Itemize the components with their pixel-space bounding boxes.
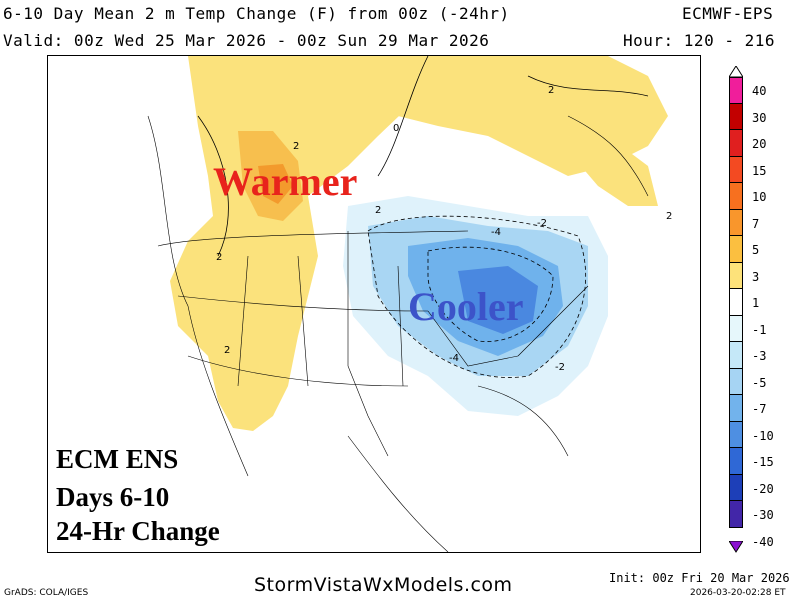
colorbar-label: -10 <box>752 428 774 443</box>
colorbar-label: 15 <box>752 163 767 178</box>
map-svg <box>147 56 668 552</box>
colorbar-swatch <box>729 156 743 183</box>
contour-label: -4 <box>491 227 501 238</box>
valid-period: Valid: 00z Wed 25 Mar 2026 - 00z Sun 29 … <box>3 31 490 50</box>
colorbar-swatch <box>729 342 743 369</box>
contour-label: 2 <box>216 252 223 263</box>
colorbar-label: -3 <box>752 349 767 363</box>
temperature-change-map: 2 2 2 2 2 -2 -4 -4 -2 0 2 Warmer Cooler … <box>47 55 701 553</box>
colorbar-label: -20 <box>752 481 774 496</box>
contour-label: -2 <box>537 218 547 229</box>
cooler-label: Cooler <box>408 284 524 329</box>
contour-label: 2 <box>375 205 382 216</box>
ensemble-label-line3: 24-Hr Change <box>56 516 220 546</box>
cool-region-deep <box>458 266 538 334</box>
colorbar-label: 30 <box>752 110 767 125</box>
colorbar-swatch <box>729 368 743 395</box>
colorbar-swatch <box>729 262 743 289</box>
colorbar-swatch <box>729 421 743 448</box>
colorbar-label: -5 <box>752 375 767 390</box>
colorbar-swatch <box>729 289 743 316</box>
colorbar <box>729 77 743 528</box>
colorbar-label: -15 <box>752 455 774 469</box>
negative-contours <box>367 215 586 378</box>
colorbar-swatch <box>729 395 743 422</box>
colorbar-swatch <box>729 501 743 528</box>
colorbar-swatch <box>729 103 743 130</box>
ensemble-label-line1: ECM ENS <box>56 444 179 474</box>
colorbar-swatch <box>729 130 743 157</box>
colorbar-swatch <box>729 448 743 475</box>
warmer-label: Warmer <box>213 159 358 204</box>
forecast-hours: Hour: 120 - 216 <box>623 31 775 50</box>
contour-label: -2 <box>555 362 565 373</box>
contour-label: 2 <box>293 141 300 152</box>
warm-region-north <box>308 56 668 176</box>
colorbar-swatch <box>729 183 743 210</box>
contour-label: 2 <box>224 345 231 356</box>
chart-title: 6-10 Day Mean 2 m Temp Change (F) from 0… <box>3 4 510 23</box>
contour-label: 2 <box>666 211 673 222</box>
colorbar-label: 1 <box>752 296 760 310</box>
warm-region-northeast <box>568 136 658 206</box>
colorbar-label: 10 <box>752 190 767 204</box>
colorbar-label: 5 <box>752 243 760 257</box>
colorbar-label: -1 <box>752 322 767 337</box>
colorbar-swatch <box>729 236 743 263</box>
positive-contours <box>197 56 649 257</box>
colorbar-label: -7 <box>752 402 767 416</box>
colorbar-swatch <box>729 77 743 104</box>
colorbar-label: 20 <box>752 137 767 151</box>
grads-credit: GrADS: COLA/IGES <box>4 588 89 598</box>
generation-stamp: 2026-03-20-02:28 ET <box>690 588 786 598</box>
colorbar-bottom-arrow <box>729 541 743 553</box>
contour-label: 0 <box>393 123 400 134</box>
init-time: Init: 00z Fri 20 Mar 2026 <box>609 571 790 585</box>
ensemble-label-line2: Days 6-10 <box>56 482 170 512</box>
colorbar-swatch <box>729 474 743 501</box>
colorbar-label: 3 <box>752 269 760 284</box>
map-boundaries <box>147 115 649 552</box>
contour-label: -4 <box>449 353 459 364</box>
colorbar-label: 40 <box>752 84 767 98</box>
site-name: StormVistaWxModels.com <box>254 574 513 596</box>
contour-label: 2 <box>548 85 555 96</box>
colorbar-label: -30 <box>752 508 774 522</box>
model-name: ECMWF-EPS <box>682 4 774 23</box>
colorbar-swatch <box>729 315 743 342</box>
colorbar-label: 7 <box>752 216 760 231</box>
colorbar-swatch <box>729 209 743 236</box>
warm-region-west <box>170 56 420 431</box>
colorbar-label: -40 <box>752 534 774 549</box>
warm-hotspot <box>258 164 293 204</box>
